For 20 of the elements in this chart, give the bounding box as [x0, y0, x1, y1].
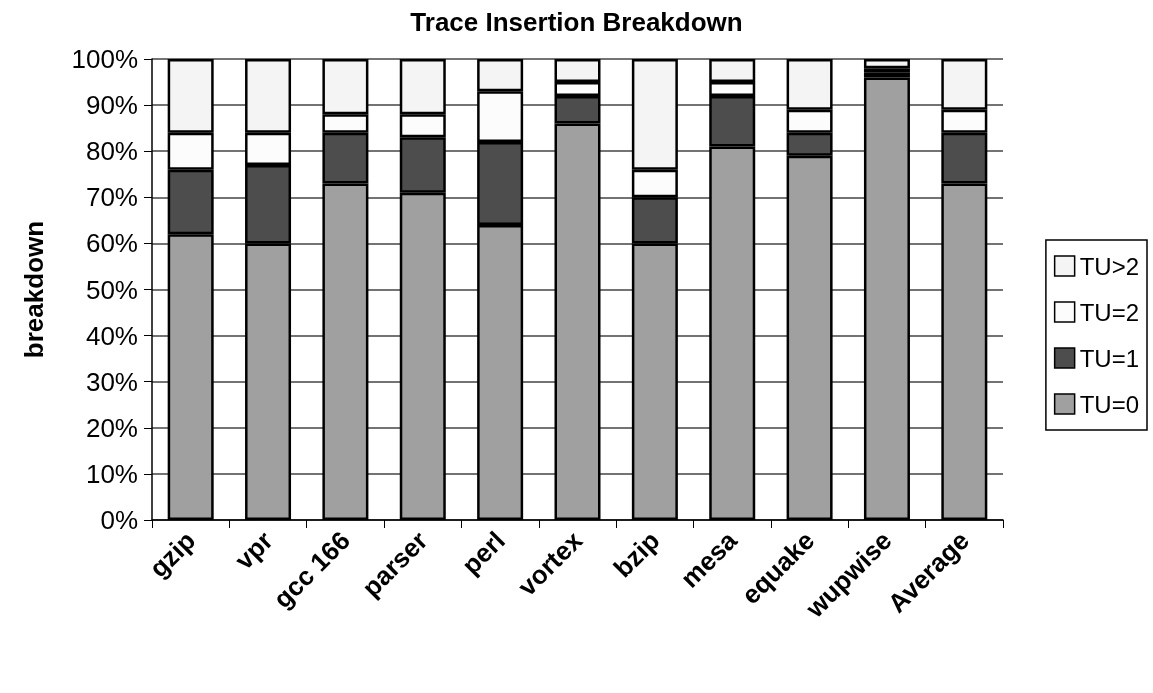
y-tick-label: 30%: [85, 366, 138, 397]
x-tick-label: vpr: [228, 525, 279, 576]
y-tick-label: 50%: [85, 274, 138, 305]
legend-label: TU=0: [1079, 390, 1139, 418]
y-tick-label: 0%: [100, 505, 138, 535]
y-tick-label: 10%: [85, 458, 138, 489]
y-tick-label: 70%: [85, 182, 138, 213]
y-tick-label: 100%: [71, 44, 138, 74]
x-tick-label: bzip: [607, 525, 666, 584]
y-axis-title: breakdown: [19, 220, 49, 359]
y-tick-label: 60%: [85, 228, 138, 259]
y-tick-label: 90%: [85, 90, 138, 121]
y-tick-label: 40%: [85, 320, 138, 351]
y-tick-label: 20%: [85, 412, 138, 443]
bar: [863, 59, 910, 69]
legend-label: TU=2: [1079, 298, 1139, 326]
chart-title: Trace Insertion Breakdown: [410, 7, 743, 37]
legend-label: TU>2: [1079, 252, 1139, 280]
legend-label: TU=1: [1079, 344, 1139, 372]
y-tick-label: 80%: [85, 136, 138, 167]
